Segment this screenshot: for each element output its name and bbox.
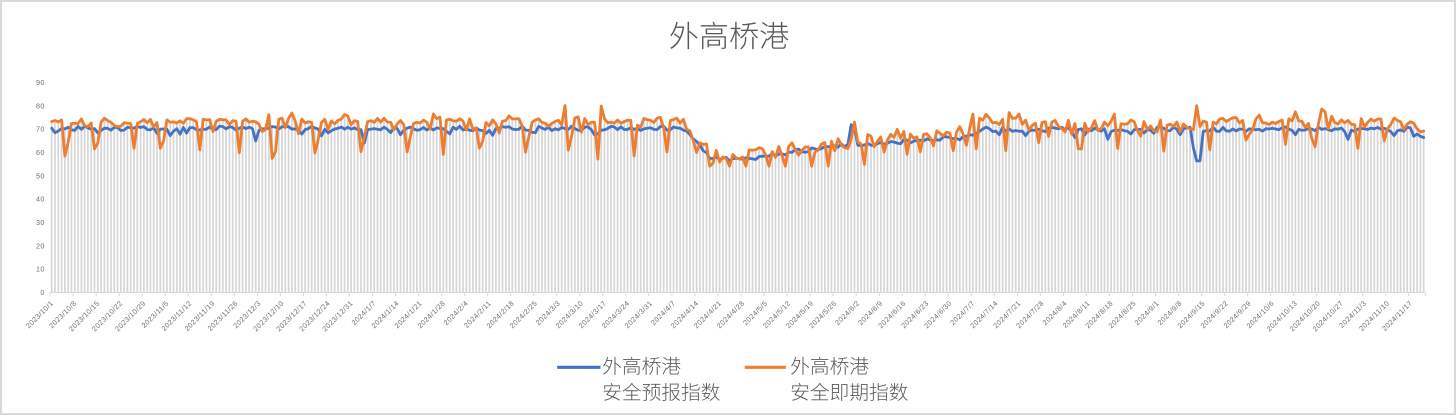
svg-text:90: 90 <box>36 78 45 87</box>
svg-text:50: 50 <box>36 171 45 180</box>
svg-text:0: 0 <box>40 288 44 297</box>
svg-text:20: 20 <box>36 241 45 250</box>
svg-text:60: 60 <box>36 148 45 157</box>
svg-text:70: 70 <box>36 125 45 134</box>
svg-text:10: 10 <box>36 265 45 274</box>
svg-text:30: 30 <box>36 218 45 227</box>
svg-text:40: 40 <box>36 195 45 204</box>
svg-text:80: 80 <box>36 101 45 110</box>
